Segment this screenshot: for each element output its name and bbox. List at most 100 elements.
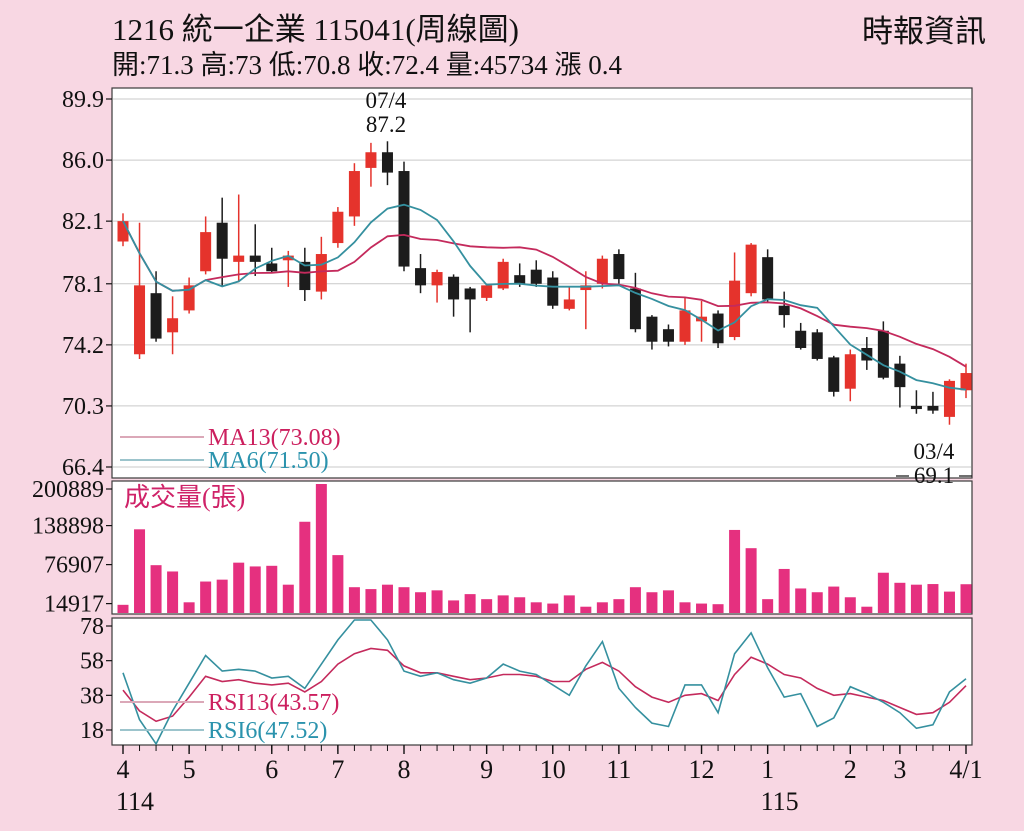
moving-average-lines — [122, 203, 967, 391]
candle — [481, 283, 493, 302]
candle — [729, 252, 741, 341]
candle — [811, 329, 823, 361]
candle-body — [596, 258, 608, 284]
candle-body — [662, 329, 674, 342]
volume-bar — [563, 595, 575, 613]
candle-body — [563, 299, 575, 309]
ma13-line — [122, 220, 967, 368]
candle-body — [729, 280, 741, 338]
ma6-line — [122, 203, 967, 391]
rsi-tick-label: 18 — [80, 718, 104, 744]
candle-body — [282, 255, 294, 261]
price-tick-label: 70.3 — [62, 394, 104, 420]
volume-bar — [943, 591, 955, 613]
candle-body — [828, 357, 840, 392]
candle-body — [894, 363, 906, 388]
high-annotation-value: 87.2 — [366, 112, 406, 137]
volume-bar — [332, 555, 344, 613]
candle-body — [778, 305, 790, 316]
volume-bar — [877, 572, 889, 613]
candle — [200, 216, 212, 275]
price-tick-label: 66.4 — [62, 455, 104, 481]
candle-body — [183, 285, 195, 311]
volume-bar — [894, 582, 906, 613]
rsi6-legend-label: RSI6(47.52) — [208, 718, 327, 744]
page-title: 1216 統一企業 115041(周線圖) — [112, 12, 519, 47]
quote-line: 開:71.3 高:73 低:70.8 收:72.4 量:45734 漲 0.4 — [112, 50, 623, 80]
month-label: 2 — [844, 755, 857, 784]
candle — [315, 236, 327, 300]
candle — [398, 161, 410, 272]
candle-body — [497, 261, 509, 289]
candle-body — [216, 222, 228, 259]
candle-body — [745, 244, 757, 294]
volume-bars — [117, 484, 972, 613]
volume-title-label: 成交量(張) — [124, 483, 245, 512]
volume-bar — [134, 529, 146, 613]
candle — [762, 249, 774, 303]
month-label: 1 — [761, 755, 774, 784]
candle — [150, 271, 162, 342]
volume-bar — [861, 606, 873, 613]
month-label: 4 — [117, 755, 130, 784]
volume-tick-label: 138898 — [32, 514, 104, 540]
candle — [530, 260, 542, 287]
candle-body — [266, 263, 278, 272]
volume-bar — [613, 599, 625, 613]
volume-tick-label: 14917 — [44, 592, 104, 618]
volume-bar — [646, 592, 658, 613]
candle-body — [646, 316, 658, 342]
rsi-tick-label: 78 — [80, 614, 104, 640]
candle-body — [811, 332, 823, 359]
volume-bar — [365, 589, 377, 613]
price-panel — [111, 87, 973, 479]
candle-body — [117, 221, 129, 242]
candle-body — [332, 211, 344, 244]
candle-body — [481, 285, 493, 298]
volume-bar — [117, 604, 129, 613]
volume-bar — [448, 600, 460, 613]
volume-bar — [712, 604, 724, 613]
candle — [415, 254, 427, 294]
volume-bar — [282, 584, 294, 613]
candle-body — [762, 257, 774, 300]
volume-tick-label: 200889 — [32, 477, 104, 503]
volume-bar — [927, 584, 939, 613]
candle — [910, 390, 922, 414]
high-annotation-date: 07/4 — [366, 88, 407, 113]
volume-bar — [828, 586, 840, 613]
candle — [348, 163, 360, 226]
candle-body — [348, 171, 360, 217]
volume-bar — [315, 484, 327, 613]
candle — [365, 142, 377, 187]
candle-body — [464, 288, 476, 300]
volume-bar — [547, 603, 559, 613]
candle-body — [795, 330, 807, 348]
volume-bar — [811, 592, 823, 613]
candle — [613, 249, 625, 284]
candle — [580, 271, 592, 330]
candlesticks — [117, 141, 972, 425]
volume-bar — [530, 602, 542, 613]
candle — [960, 363, 972, 399]
candle — [745, 243, 757, 297]
axis-ticks-and-labels: 89.986.082.178.174.270.366.4200889138898… — [32, 87, 983, 816]
volume-bar — [844, 597, 856, 613]
rsi-tick-label: 38 — [80, 683, 104, 709]
volume-bar — [249, 566, 261, 613]
candle-body — [415, 268, 427, 286]
candle-body — [679, 310, 691, 342]
year-label: 115 — [761, 787, 799, 816]
month-label: 10 — [540, 755, 566, 784]
candle-body — [877, 330, 889, 378]
candle-body — [530, 269, 542, 284]
candle — [431, 269, 443, 303]
price-tick-label: 74.2 — [62, 333, 104, 359]
candle — [464, 286, 476, 333]
volume-bar — [200, 581, 212, 613]
candle-body — [844, 354, 856, 389]
candle — [332, 207, 344, 248]
month-label: 12 — [689, 755, 715, 784]
price-tick-label: 82.1 — [62, 209, 104, 235]
